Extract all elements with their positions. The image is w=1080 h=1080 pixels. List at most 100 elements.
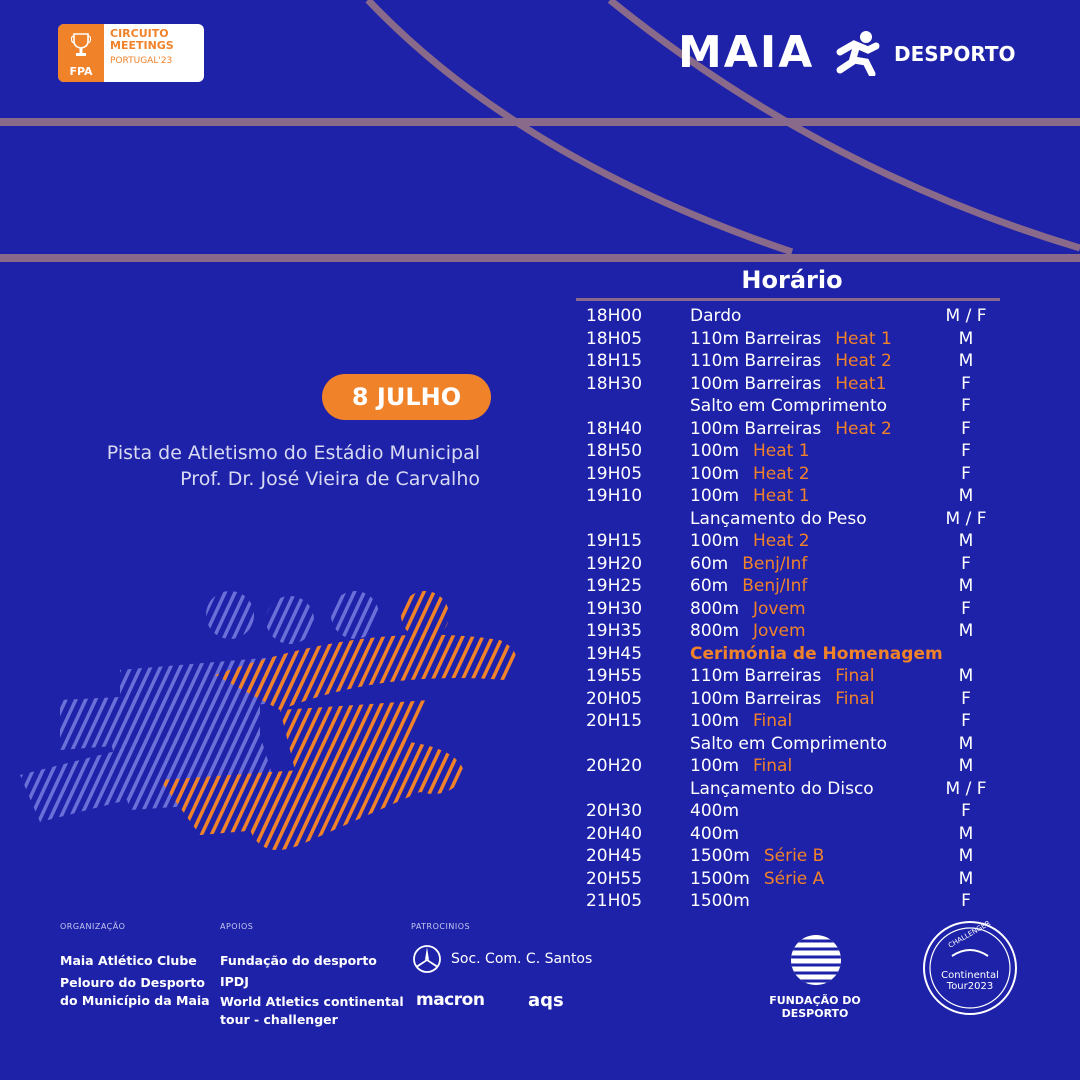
schedule-row: 19H25 60m Benj/Inf M bbox=[572, 575, 1012, 598]
venue: Pista de Atletismo do Estádio Municipal … bbox=[20, 440, 480, 492]
schedule-row: 19H35 800m Jovem M bbox=[572, 620, 1012, 643]
schedule-time: 18H40 bbox=[585, 418, 643, 439]
schedule-time: 19H20 bbox=[585, 553, 643, 574]
schedule-event: 400m bbox=[690, 800, 739, 823]
schedule-event-name: 110m Barreiras bbox=[690, 666, 822, 686]
schedule-gender: F bbox=[961, 891, 971, 911]
schedule-gender: F bbox=[961, 598, 971, 619]
schedule-event-tag: Heat 2 bbox=[753, 463, 810, 484]
schedule-event: 100m Barreiras Heat1 bbox=[690, 373, 886, 396]
schedule-time: 19H45 bbox=[585, 643, 643, 664]
schedule-event-name: Salto em Comprimento bbox=[690, 733, 888, 754]
event-date-badge: 8 JULHO bbox=[322, 374, 491, 420]
schedule-event: 800m Jovem bbox=[690, 598, 806, 621]
schedule-row: 18H05 110m Barreiras Heat 1 M bbox=[572, 328, 1012, 351]
schedule-gender: M bbox=[958, 733, 974, 754]
apoios-line2: IPDJ bbox=[220, 973, 249, 989]
schedule-event-name: 110m Barreiras bbox=[690, 328, 822, 349]
schedule-event: 60m Benj/Inf bbox=[690, 553, 807, 576]
schedule-time: 20H15 bbox=[585, 711, 643, 731]
schedule-event: 1500m Série B bbox=[690, 845, 824, 868]
schedule-gender: M bbox=[958, 351, 974, 371]
schedule-event-tag: Final bbox=[835, 666, 875, 686]
schedule-event-name: 100m Barreiras bbox=[690, 373, 822, 394]
schedule-event-tag: Final bbox=[753, 711, 793, 731]
schedule-event: Dardo bbox=[690, 305, 741, 328]
schedule-row: 20H15 100m Final F bbox=[572, 710, 1012, 733]
schedule-event: 100m Barreiras Final bbox=[690, 688, 874, 711]
schedule-gender: F bbox=[961, 373, 971, 394]
schedule-gender: M / F bbox=[945, 508, 987, 529]
schedule-gender: M bbox=[958, 621, 974, 641]
mercedes-star-icon bbox=[413, 945, 441, 973]
sponsor-aqs: aqs bbox=[528, 990, 564, 1011]
schedule-row: 18H15 110m Barreiras Heat 2 M bbox=[572, 350, 1012, 373]
apoios-line4: tour - challenger bbox=[220, 1011, 338, 1027]
schedule-event-tag: Heat1 bbox=[835, 373, 887, 394]
schedule-row: Salto em Comprimento M bbox=[572, 733, 1012, 756]
schedule-row: 19H10 100m Heat 1 M bbox=[572, 485, 1012, 508]
venue-line1: Pista de Atletismo do Estádio Municipal bbox=[106, 442, 480, 464]
schedule-time: 20H20 bbox=[585, 756, 643, 776]
desporto-label: DESPORTO bbox=[894, 42, 1016, 66]
schedule-event: 110m Barreiras Heat 2 bbox=[690, 350, 892, 373]
apoios-list: Fundação do desporto IPDJ World Atletics… bbox=[220, 952, 404, 1028]
schedule-gender: F bbox=[961, 418, 971, 439]
schedule-time: 19H55 bbox=[585, 666, 643, 686]
schedule-event: 60m Benj/Inf bbox=[690, 575, 807, 598]
schedule-event-tag: Heat 2 bbox=[835, 351, 892, 371]
schedule-event-name: Lançamento do Peso bbox=[690, 508, 867, 529]
schedule-gender: M / F bbox=[945, 306, 987, 326]
schedule-gender: M bbox=[958, 576, 974, 596]
schedule-row: 19H15 100m Heat 2 M bbox=[572, 530, 1012, 553]
schedule-event-tag: Benj/Inf bbox=[742, 553, 808, 574]
schedule-row: Lançamento do Peso M / F bbox=[572, 508, 1012, 531]
schedule-gender: F bbox=[961, 441, 971, 461]
schedule-row: 18H40 100m Barreiras Heat 2 F bbox=[572, 418, 1012, 441]
schedule-event: Lançamento do Peso bbox=[690, 508, 867, 531]
organizacao-label: ORGANIZAÇÃO bbox=[60, 922, 126, 931]
wa-badge-line2: Tour2023 bbox=[946, 981, 993, 992]
schedule-event-name: 100m bbox=[690, 486, 740, 506]
schedule-event-tag: Heat 1 bbox=[753, 441, 810, 461]
apoios-line1: Fundação do desporto bbox=[220, 953, 377, 968]
schedule-event-name: 400m bbox=[690, 823, 740, 844]
fpa-line3: PORTUGAL'23 bbox=[110, 56, 173, 66]
schedule-event: 1500m Série A bbox=[690, 868, 824, 891]
schedule-gender: F bbox=[961, 463, 971, 484]
fpa-line2: MEETINGS bbox=[110, 39, 174, 52]
schedule-event-name: 100m Barreiras bbox=[690, 688, 822, 709]
schedule-event-tag: Heat 1 bbox=[753, 486, 810, 506]
schedule-event-name: 100m bbox=[690, 756, 740, 776]
schedule-event-name: 100m bbox=[690, 531, 740, 551]
schedule-title: Horário bbox=[741, 266, 843, 294]
schedule-gender: M bbox=[958, 666, 974, 686]
schedule-event-name: 100m bbox=[690, 463, 740, 484]
schedule-gender: M / F bbox=[945, 778, 987, 799]
wa-badge-line1: Continental bbox=[941, 970, 999, 981]
schedule-event-name: Lançamento do Disco bbox=[690, 778, 874, 799]
schedule-gender: F bbox=[961, 711, 971, 731]
schedule-gender: M bbox=[958, 531, 974, 551]
schedule-event: 100m Final bbox=[690, 710, 792, 733]
schedule-row: 18H50 100m Heat 1 F bbox=[572, 440, 1012, 463]
schedule-time: 19H05 bbox=[585, 463, 643, 484]
schedule-event-name: 110m Barreiras bbox=[690, 351, 822, 371]
schedule-event-name: 800m bbox=[690, 621, 740, 641]
globe-icon bbox=[791, 935, 841, 985]
schedule-gender: M bbox=[958, 756, 974, 776]
schedule-time: 19H15 bbox=[585, 531, 643, 551]
schedule-event: 400m bbox=[690, 823, 739, 846]
schedule-time: 20H30 bbox=[585, 801, 643, 821]
apoios-label: APOIOS bbox=[220, 922, 254, 931]
organizacao-line3: do Município da Maia bbox=[60, 993, 210, 1008]
fundacao-desporto-label: FUNDAÇÃO DO DESPORTO bbox=[769, 994, 861, 1020]
schedule-time: 20H45 bbox=[585, 846, 643, 866]
schedule-gender: M bbox=[958, 868, 974, 889]
schedule-time: 19H30 bbox=[585, 598, 643, 619]
schedule-event: 800m Jovem bbox=[690, 620, 806, 643]
schedule-row: 20H55 1500m Série A M bbox=[572, 868, 1012, 891]
schedule-event-tag: Heat 2 bbox=[835, 418, 892, 439]
schedule-event: Cerimónia de Homenagem bbox=[690, 643, 943, 666]
